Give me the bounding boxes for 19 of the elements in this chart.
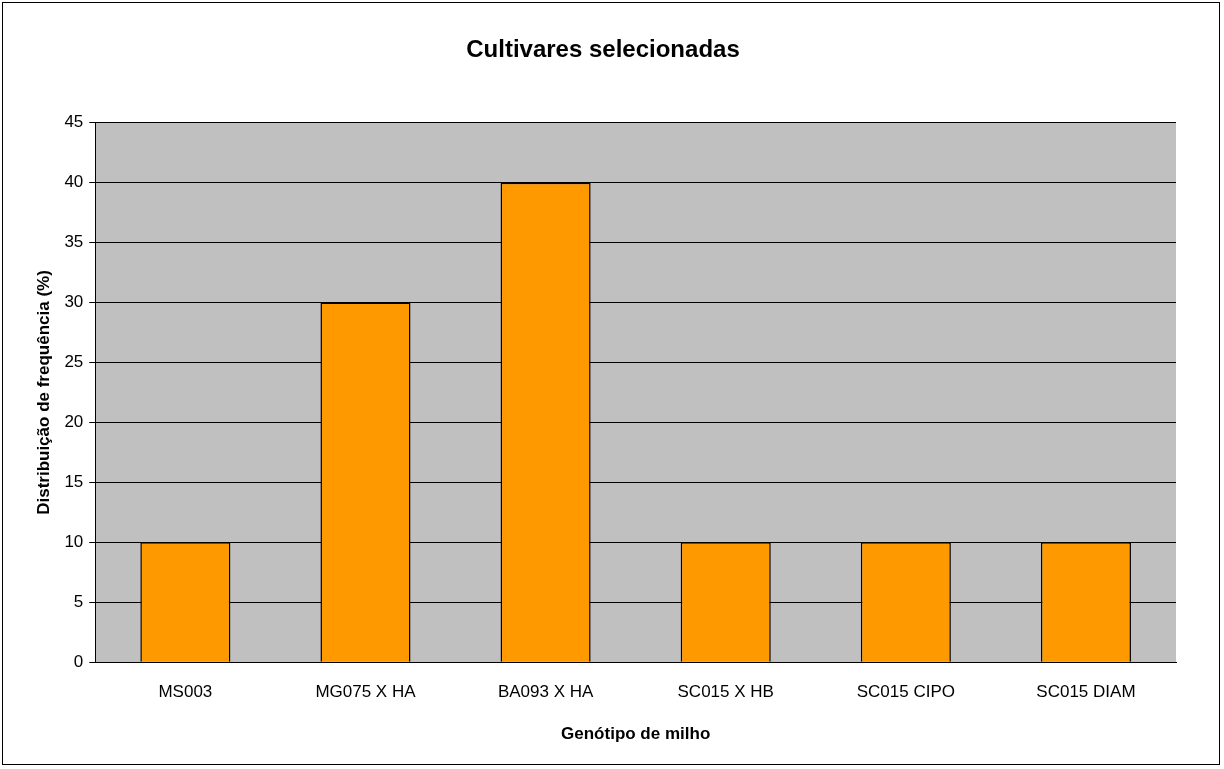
y-tick-label: 30 xyxy=(64,292,84,312)
x-tick-label: BA093 X HA xyxy=(497,682,594,702)
y-tick-label: 40 xyxy=(64,172,84,192)
y-tick-label: 25 xyxy=(64,352,84,372)
y-tick-label: 10 xyxy=(64,532,84,552)
y-tick-label: 20 xyxy=(64,412,84,432)
y-tick-label: 35 xyxy=(64,232,84,252)
y-tick-label: 0 xyxy=(73,651,84,671)
x-tick-label: SC015 X HB xyxy=(677,682,774,702)
x-tick-label: MS003 xyxy=(158,682,213,702)
y-tick-label: 5 xyxy=(73,591,84,611)
chart-title: Cultivares selecionadas xyxy=(466,35,740,63)
x-axis-title: Genótipo de milho xyxy=(561,724,711,744)
y-tick-label: 45 xyxy=(64,112,84,132)
x-tick-label: MG075 X HA xyxy=(315,682,417,702)
y-axis-title: Distribuição de frequência (%) xyxy=(33,270,53,515)
y-tick-label: 15 xyxy=(64,472,84,492)
x-tick-label: SC015 CIPO xyxy=(856,682,955,702)
x-tick-label: SC015 DIAM xyxy=(1036,682,1136,702)
